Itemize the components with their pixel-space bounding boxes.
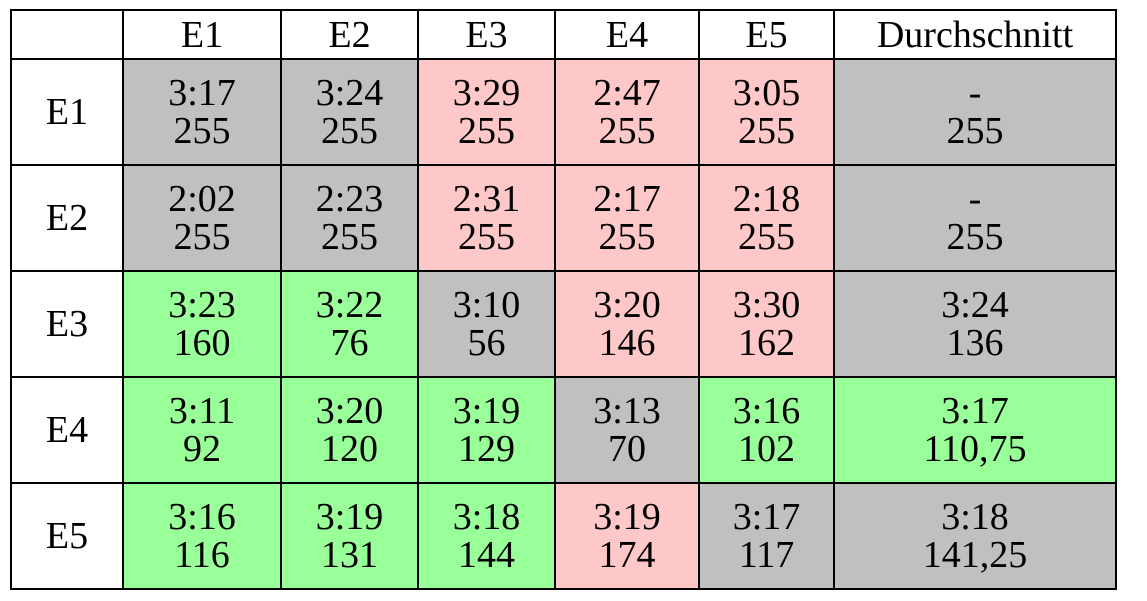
value-cell: 255 (554, 218, 700, 272)
time-cell: 3:29 (417, 58, 556, 112)
time-cell: 3:11 (122, 376, 282, 430)
time-cell: 3:19 (554, 482, 700, 536)
time-cell: 2:18 (698, 164, 835, 218)
row-label: E5 (10, 482, 124, 589)
time-cell: 3:24 (280, 58, 419, 112)
table-row-value: 116 131 144 174 117 141,25 (11, 536, 1117, 590)
time-cell: 3:23 (122, 270, 282, 324)
time-cell: 3:18 (417, 482, 556, 536)
value-cell: 136 (833, 324, 1117, 378)
time-cell: - (833, 164, 1117, 218)
value-cell: 255 (417, 112, 556, 166)
table-row-time: E3 3:23 3:22 3:10 3:20 3:30 3:24 (10, 270, 1117, 377)
column-header-e5: E5 (698, 10, 835, 60)
value-cell: 70 (554, 430, 700, 484)
value-cell: 76 (280, 324, 419, 378)
value-cell: 117 (698, 536, 835, 590)
value-cell: 141,25 (833, 536, 1117, 590)
time-cell: - (833, 58, 1117, 112)
time-cell: 3:13 (554, 376, 700, 430)
value-cell: 255 (417, 218, 556, 272)
table-row-value: 160 76 56 146 162 136 (11, 324, 1117, 378)
column-header-e2: E2 (280, 10, 419, 60)
time-cell: 3:20 (280, 376, 419, 430)
time-cell: 2:31 (417, 164, 556, 218)
value-cell: 129 (417, 430, 556, 484)
value-cell: 120 (280, 430, 419, 484)
row-label: E4 (10, 376, 124, 483)
table-body: E1 3:17 3:24 3:29 2:47 3:05-255 255 255 255 255 25… (10, 58, 1117, 590)
table-row-time: E2 2:02 2:23 2:31 2:17 2:18- (10, 164, 1117, 271)
table-row-value: 92 120 129 70 102 110,75 (11, 430, 1117, 484)
time-cell: 3:20 (554, 270, 700, 324)
value-cell: 255 (280, 112, 419, 166)
table-row-value: 255 255 255 255 255 255 (11, 218, 1117, 272)
time-cell: 3:22 (280, 270, 419, 324)
time-cell: 3:16 (698, 376, 835, 430)
time-cell: 3:05 (698, 58, 835, 112)
row-label: E2 (10, 164, 124, 271)
value-cell: 160 (122, 324, 282, 378)
value-cell: 255 (280, 218, 419, 272)
value-cell: 255 (833, 112, 1117, 166)
column-header-e3: E3 (417, 10, 556, 60)
value-cell: 255 (833, 218, 1117, 272)
time-cell: 3:19 (280, 482, 419, 536)
row-label: E1 (10, 58, 124, 165)
table-row-time: E5 3:16 3:19 3:18 3:19 3:17 3:18 (10, 482, 1117, 589)
row-label: E3 (10, 270, 124, 377)
column-header-e4: E4 (554, 10, 700, 60)
value-cell: 110,75 (833, 430, 1117, 484)
value-cell: 56 (417, 324, 556, 378)
time-cell: 3:18 (833, 482, 1117, 536)
column-header-e1: E1 (122, 10, 282, 60)
time-cell: 3:24 (833, 270, 1117, 324)
time-cell: 3:17 (698, 482, 835, 536)
time-cell: 2:47 (554, 58, 700, 112)
table-row-value: 255 255 255 255 255 255 (11, 112, 1117, 166)
time-cell: 3:17 (833, 376, 1117, 430)
value-cell: 131 (280, 536, 419, 590)
time-cell: 2:17 (554, 164, 700, 218)
time-cell: 2:23 (280, 164, 419, 218)
time-cell: 3:19 (417, 376, 556, 430)
value-cell: 255 (698, 218, 835, 272)
value-cell: 102 (698, 430, 835, 484)
value-cell: 92 (122, 430, 282, 484)
value-cell: 144 (417, 536, 556, 590)
table-row-time: E1 3:17 3:24 3:29 2:47 3:05- (10, 58, 1117, 165)
time-cell: 3:10 (417, 270, 556, 324)
value-cell: 146 (554, 324, 700, 378)
value-cell: 255 (698, 112, 835, 166)
time-cell: 3:30 (698, 270, 835, 324)
time-cell: 3:17 (122, 58, 282, 112)
table-row-time: E4 3:11 3:20 3:19 3:13 3:16 3:17 (10, 376, 1117, 483)
value-cell: 174 (554, 536, 700, 590)
value-cell: 255 (122, 218, 282, 272)
value-cell: 255 (554, 112, 700, 166)
column-header-corner (10, 10, 124, 60)
header-row: E1 E2 E3 E4 E5 Durchschnitt (10, 10, 1117, 60)
time-cell: 2:02 (122, 164, 282, 218)
value-cell: 116 (122, 536, 282, 590)
time-cell: 3:16 (122, 482, 282, 536)
value-cell: 162 (698, 324, 835, 378)
value-cell: 255 (122, 112, 282, 166)
column-header-average: Durchschnitt (833, 10, 1117, 60)
results-table: E1 E2 E3 E4 E5 Durchschnitt E1 3:17 3:24 3:… (10, 9, 1117, 590)
